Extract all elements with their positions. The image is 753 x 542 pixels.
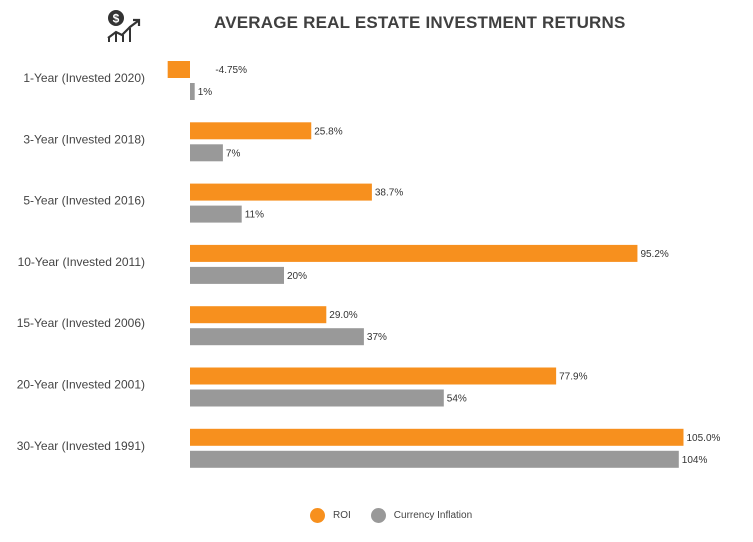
legend: ROI Currency Inflation (310, 508, 492, 523)
bar-inflation (190, 389, 444, 407)
data-label-inflation: 11% (245, 210, 264, 221)
data-label-inflation: 104% (682, 455, 708, 466)
bar-inflation (190, 266, 284, 284)
legend-swatch-roi (310, 508, 325, 523)
data-label-roi: -4.75% (215, 65, 247, 76)
data-label-inflation: 1% (198, 87, 213, 98)
category-label: 10-Year (Invested 2011) (18, 255, 145, 269)
bar-roi (190, 183, 372, 201)
chart-title: AVERAGE REAL ESTATE INVESTMENT RETURNS (214, 13, 626, 32)
data-label-inflation: 20% (287, 271, 307, 282)
category-label: 30-Year (Invested 1991) (17, 439, 145, 453)
bar-roi (190, 367, 557, 385)
bar-roi (190, 306, 327, 324)
bar-inflation (190, 205, 242, 223)
data-label-inflation: 54% (447, 394, 467, 405)
legend-label-inflation: Currency Inflation (393, 510, 473, 521)
legend-item-inflation: Currency Inflation (370, 508, 473, 523)
bar-inflation (190, 144, 223, 162)
data-label-inflation: 37% (367, 332, 387, 343)
category-label: 15-Year (Invested 2006) (17, 316, 145, 330)
svg-text:$: $ (113, 12, 120, 26)
legend-label-roi: ROI (333, 510, 351, 521)
data-label-roi: 25.8% (314, 126, 342, 137)
category-label: 5-Year (Invested 2016) (23, 194, 145, 208)
money-growth-icon: $ (107, 10, 141, 42)
bar-inflation (190, 83, 195, 100)
bar-inflation (190, 328, 364, 346)
category-label: 3-Year (Invested 2018) (23, 132, 145, 146)
bar-inflation (190, 450, 679, 468)
data-label-inflation: 7% (226, 148, 241, 159)
legend-swatch-inflation (370, 508, 386, 523)
legend-item-roi: ROI (310, 508, 351, 523)
data-label-roi: 77.9% (559, 372, 587, 383)
bar-roi (190, 244, 638, 262)
bar-roi (167, 61, 190, 78)
category-label: 1-Year (Invested 2020) (23, 71, 145, 85)
bar-roi (190, 122, 312, 140)
bar-roi (190, 428, 684, 446)
data-label-roi: 105.0% (687, 433, 721, 444)
category-label: 20-Year (Invested 2001) (17, 378, 145, 392)
data-label-roi: 29.0% (329, 310, 357, 321)
data-label-roi: 95.2% (640, 249, 668, 260)
data-label-roi: 38.7% (375, 188, 403, 199)
